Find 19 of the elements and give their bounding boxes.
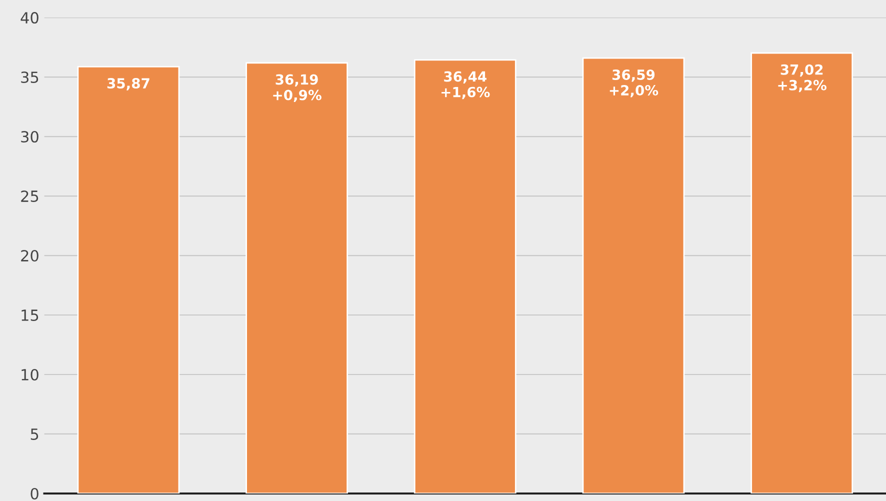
data-label: 36,19 +0,9% — [273, 74, 322, 102]
data-label: 37,02 +3,2% — [778, 64, 826, 92]
bar — [246, 62, 348, 494]
data-label: 36,59 +2,0% — [610, 69, 658, 98]
y-tick-label: 0 — [30, 488, 38, 500]
bar — [77, 66, 180, 494]
y-tick-label: 15 — [22, 310, 38, 322]
y-tick-label: 20 — [21, 250, 38, 262]
y-tick-label: 35 — [21, 71, 38, 84]
data-label: 36,44 +1,6% — [442, 71, 490, 100]
bar — [750, 52, 854, 494]
bar — [414, 59, 516, 494]
data-label: 35,87 — [107, 78, 150, 90]
y-tick-label: 30 — [21, 130, 38, 143]
y-tick-label: 10 — [22, 368, 38, 381]
y-tick-label: 5 — [30, 428, 38, 440]
y-tick-label: 40 — [20, 12, 38, 24]
bar — [582, 57, 685, 494]
y-tick-label: 25 — [21, 190, 38, 202]
